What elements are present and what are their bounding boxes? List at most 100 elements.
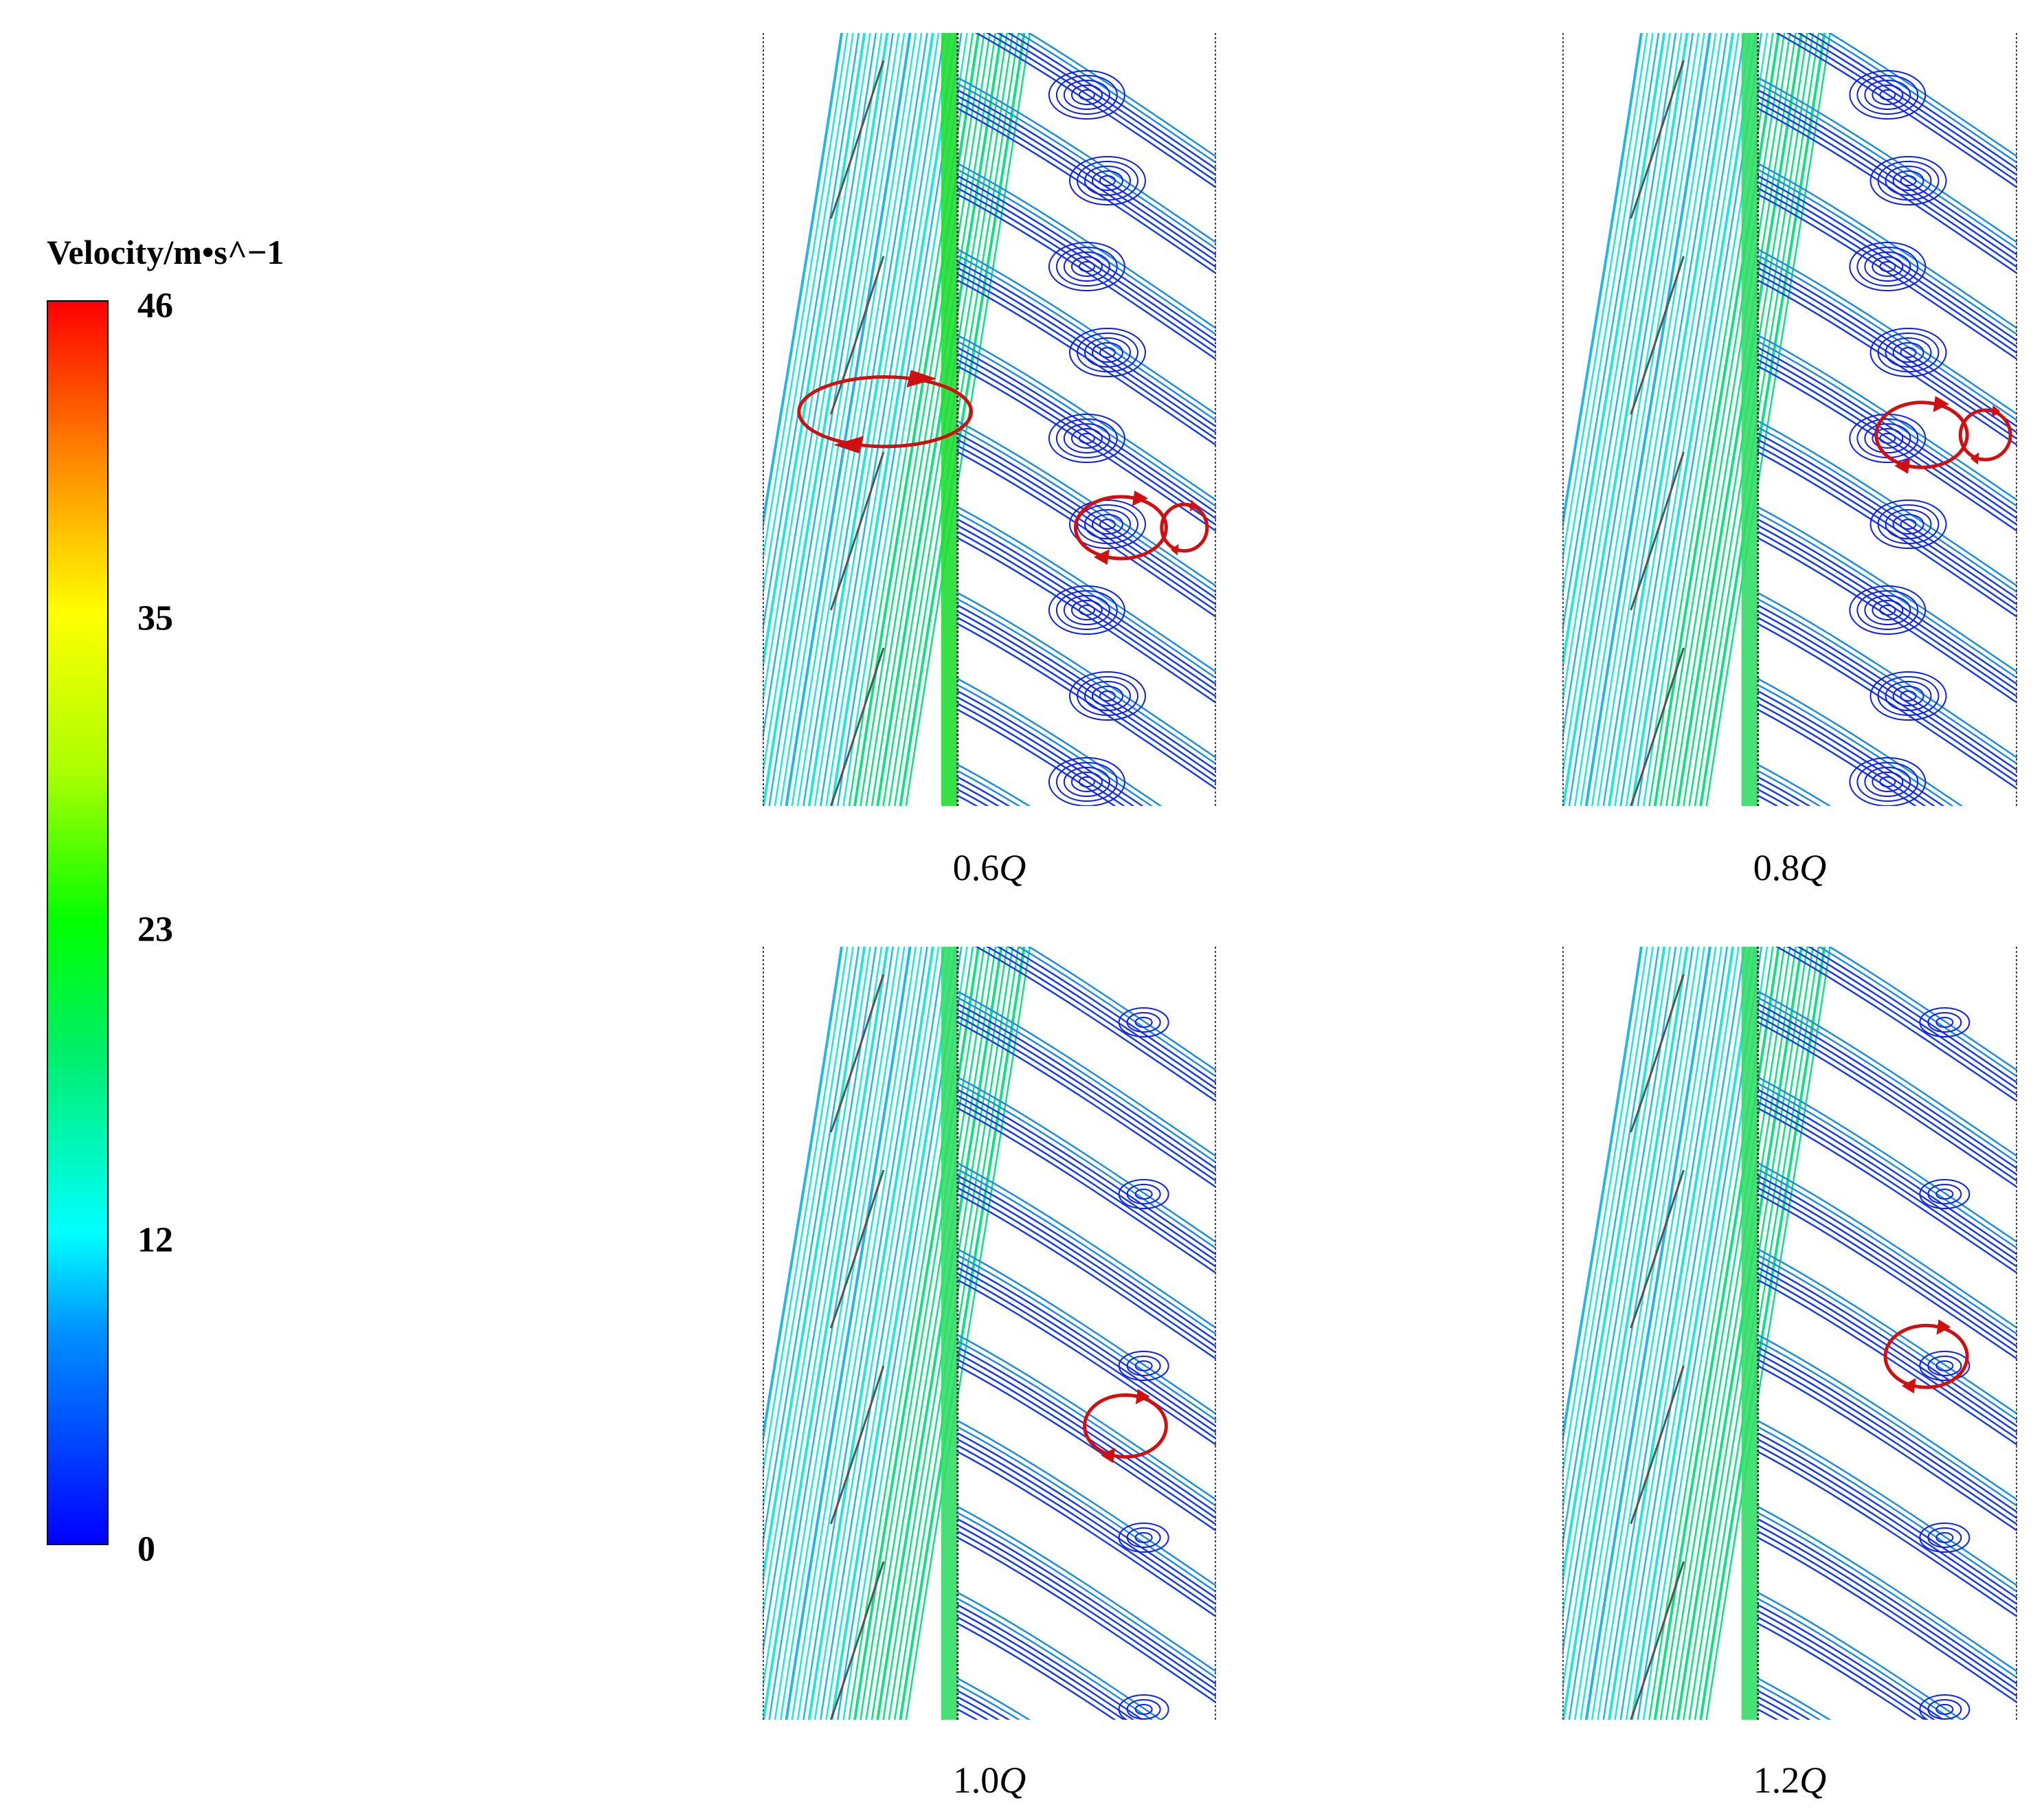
vortex-ring <box>1063 423 1110 453</box>
streamline <box>1562 947 1660 1550</box>
streamline <box>1757 1683 1821 1720</box>
streamline-panel-1-0q <box>763 947 1216 1720</box>
streamline <box>1597 33 1722 806</box>
streamline <box>1757 76 2017 244</box>
streamline <box>1757 524 2017 692</box>
caption-0-6q: 0.6Q <box>953 846 1026 889</box>
streamline <box>853 947 980 1720</box>
streamline <box>1562 947 1654 1515</box>
streamline <box>830 33 957 806</box>
vortex-ring <box>1927 1699 1962 1720</box>
streamline <box>1757 1622 1918 1720</box>
streamline <box>957 1432 1216 1599</box>
vortex-arrow <box>1991 405 2001 418</box>
streamline <box>1828 33 2017 158</box>
streamline <box>1562 33 1666 675</box>
streamline <box>1757 1604 1945 1720</box>
vortex-ring <box>1900 175 1917 186</box>
streamline <box>1562 33 1677 745</box>
streamline <box>1757 1082 2017 1250</box>
streamline <box>1757 89 2017 256</box>
streamline <box>825 947 951 1720</box>
streamline <box>763 33 843 534</box>
streamline <box>1817 947 2017 1078</box>
streamline <box>957 1622 1116 1720</box>
streamline <box>1757 1180 2017 1348</box>
streamline <box>957 1696 1000 1720</box>
vortex-ring <box>1872 772 1904 792</box>
streamline <box>1757 420 2017 587</box>
streamline <box>957 1597 1154 1720</box>
streamline <box>1797 947 2017 1090</box>
streamline <box>957 506 1216 673</box>
streamline <box>1757 1002 2017 1170</box>
vortex-ring <box>1078 605 1095 616</box>
streamline <box>763 33 889 806</box>
streamline <box>763 947 843 1448</box>
streamline <box>957 776 1011 806</box>
streamline <box>957 1174 1216 1342</box>
streamline <box>1757 334 2017 502</box>
streamline <box>876 33 1003 806</box>
streamline <box>796 33 923 806</box>
streamline <box>763 947 871 1621</box>
streamline <box>1757 1438 2017 1606</box>
streamline <box>957 1536 1216 1704</box>
velocity-colorbar <box>47 300 109 1545</box>
vortex-ring <box>1885 166 1932 196</box>
streamline <box>1757 267 2017 434</box>
vortex-ring <box>1118 1351 1169 1381</box>
streamline <box>957 267 1216 434</box>
streamline <box>1562 33 1683 782</box>
vortex-ring <box>1900 690 1917 701</box>
streamline <box>957 616 1216 784</box>
streamline <box>1671 33 1797 806</box>
vortex-ring <box>1864 80 1911 110</box>
streamline <box>1562 947 1666 1589</box>
streamline <box>1757 763 1832 806</box>
streamline <box>1757 451 2017 618</box>
streamline <box>1757 1015 2017 1182</box>
streamline <box>957 420 1216 587</box>
vortex-ring <box>1877 333 1940 372</box>
streamline <box>957 1505 1216 1673</box>
streamline <box>957 1438 1216 1606</box>
streamline <box>957 334 1216 502</box>
streamline <box>1694 947 1820 1720</box>
streamline <box>957 1530 1216 1698</box>
streamline <box>1757 1524 2017 1692</box>
vortex-ring <box>1935 1017 1954 1028</box>
streamline <box>957 1352 1216 1520</box>
streamline <box>1757 1505 2017 1673</box>
streamline <box>780 947 906 1720</box>
streamline <box>996 947 1216 1090</box>
vortex-ring <box>1118 1179 1169 1209</box>
streamline <box>820 33 945 806</box>
vortex-marker <box>797 375 974 449</box>
vortex-ring <box>1927 1184 1962 1204</box>
streamline <box>957 610 1216 778</box>
streamline <box>1757 1193 2017 1360</box>
streamline <box>1580 33 1705 806</box>
vortex-ring <box>1935 1532 1954 1543</box>
streamline <box>1630 947 1757 1720</box>
streamline <box>785 947 912 1720</box>
streamline <box>1671 947 1797 1720</box>
vortex-ring <box>1055 75 1118 115</box>
streamline <box>1757 1107 2017 1274</box>
vortex-ring <box>1877 676 1940 716</box>
vortex-ring <box>1063 80 1110 110</box>
blade-outline <box>1630 256 1685 415</box>
vortex-ring <box>1048 757 1125 806</box>
streamline <box>1757 1174 2017 1342</box>
streamline <box>957 1677 1031 1720</box>
vortex-ring <box>1869 671 1947 721</box>
vortex-ring <box>1070 256 1103 277</box>
blade-outline <box>1630 1365 1685 1525</box>
streamline <box>1562 947 1683 1696</box>
vortex-ring <box>1068 328 1146 377</box>
vortex-ring <box>1070 600 1103 620</box>
vortex-arrow <box>906 370 937 387</box>
streamline <box>763 33 883 781</box>
streamline <box>1007 947 1216 1084</box>
